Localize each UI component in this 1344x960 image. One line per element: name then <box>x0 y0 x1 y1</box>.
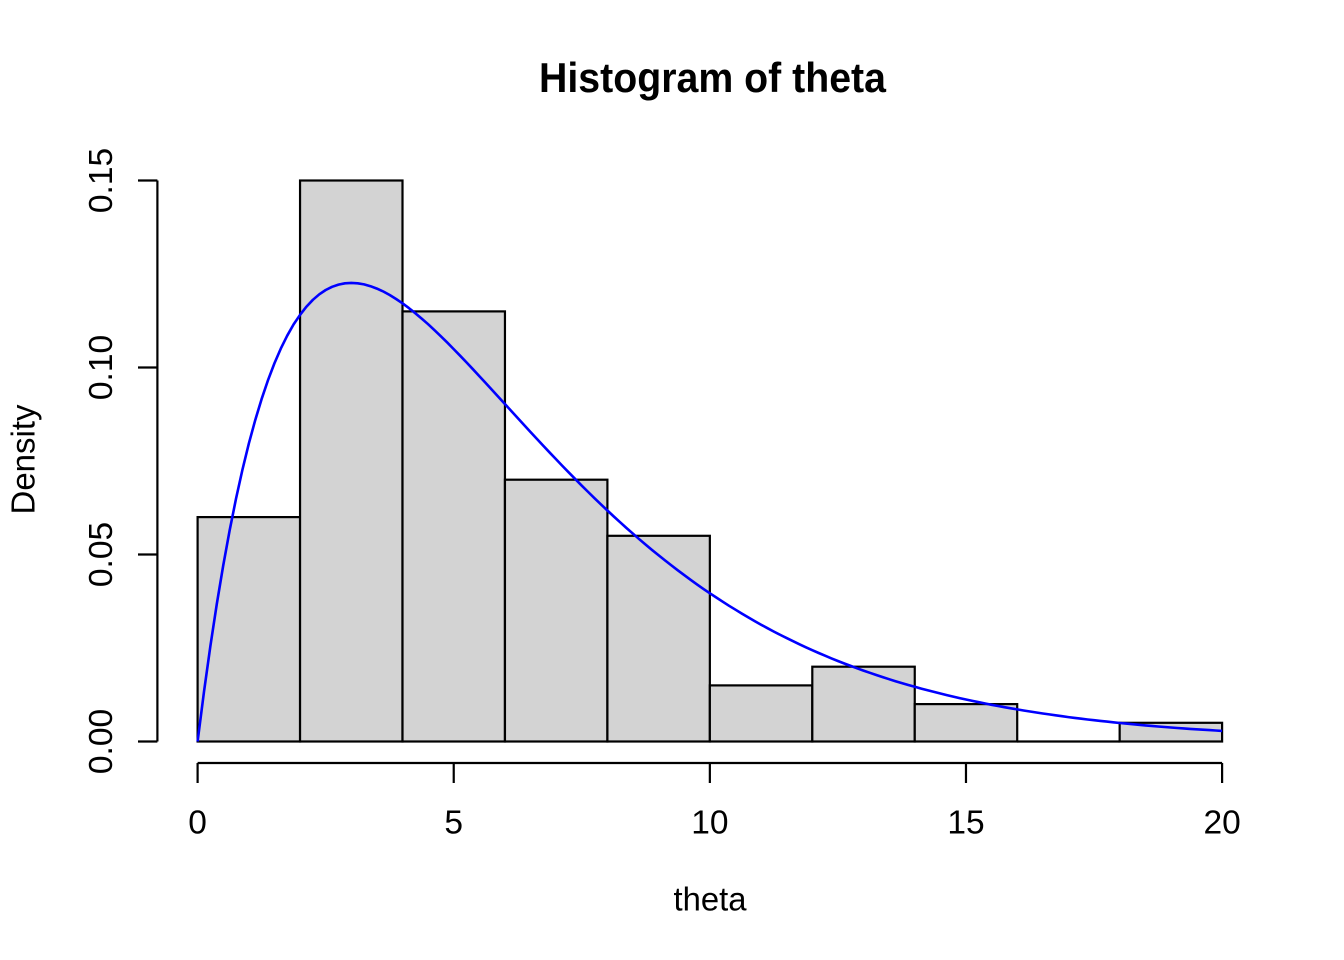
svg-text:Density: Density <box>6 404 43 514</box>
svg-text:0.05: 0.05 <box>83 522 120 587</box>
svg-text:20: 20 <box>1203 805 1240 842</box>
svg-text:15: 15 <box>947 805 984 842</box>
svg-text:theta: theta <box>674 882 747 919</box>
svg-text:0: 0 <box>188 805 207 842</box>
svg-text:0.00: 0.00 <box>83 709 120 774</box>
svg-text:0.10: 0.10 <box>83 335 120 400</box>
svg-text:10: 10 <box>691 805 728 842</box>
svg-text:0.15: 0.15 <box>83 148 120 213</box>
svg-text:Histogram of theta: Histogram of theta <box>539 54 887 101</box>
svg-text:5: 5 <box>444 805 463 842</box>
